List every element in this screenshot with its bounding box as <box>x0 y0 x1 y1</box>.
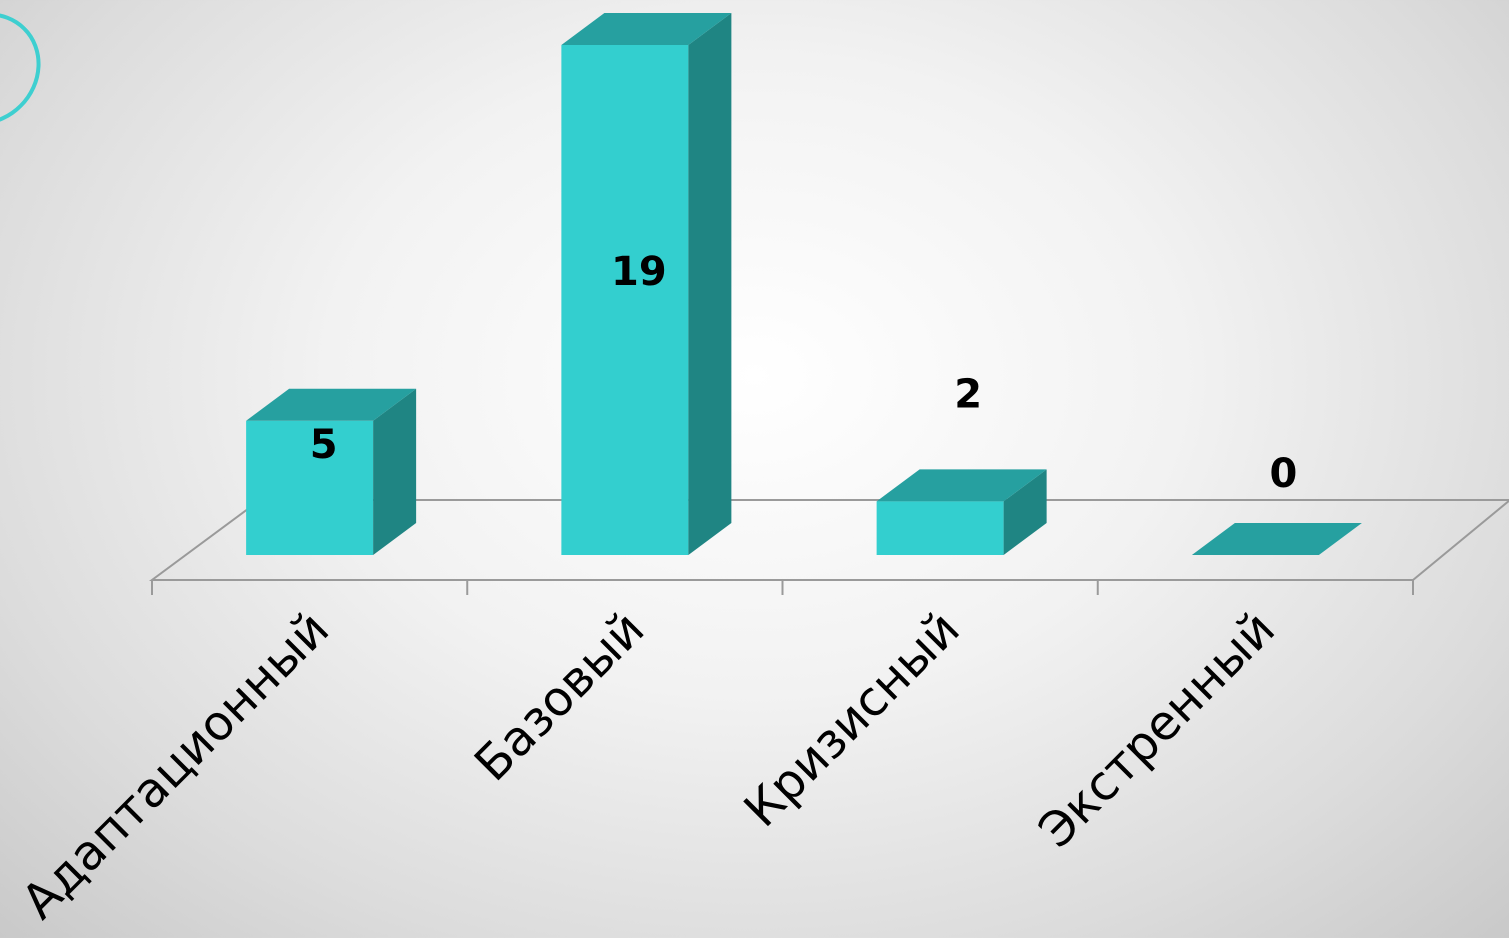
data-label: 5 <box>310 422 338 468</box>
bar-front <box>561 45 689 555</box>
bar-side <box>1003 469 1047 555</box>
bar-front <box>876 501 1004 555</box>
bar-top <box>561 13 732 45</box>
bar-side <box>373 388 417 555</box>
bar-top <box>876 469 1047 502</box>
category-label: Адаптационный <box>11 601 340 930</box>
category-label: Экстренный <box>1028 601 1286 859</box>
category-label: Кризисный <box>733 601 970 838</box>
data-label: 19 <box>611 249 667 295</box>
data-label: 0 <box>1269 451 1297 497</box>
bar-top <box>246 388 417 421</box>
category-label: Базовый <box>464 601 655 792</box>
bar-side <box>688 13 732 555</box>
data-label: 2 <box>954 371 982 417</box>
bar-top <box>1191 523 1362 555</box>
bar-front <box>246 420 374 555</box>
floor-plane <box>148 499 1509 581</box>
